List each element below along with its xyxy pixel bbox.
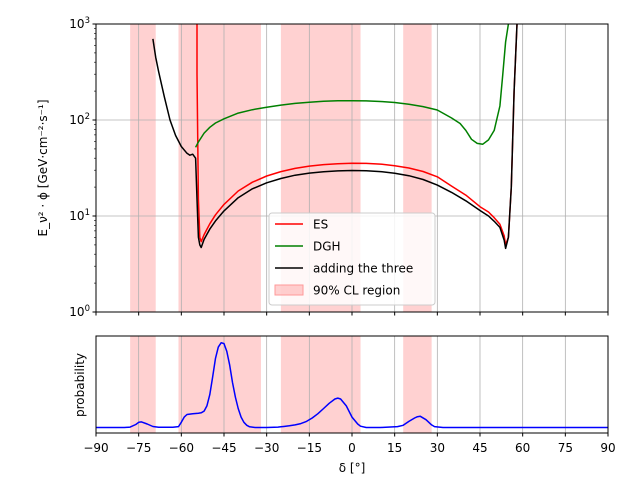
top-cl-region-0: [130, 24, 156, 312]
x-tick-label-5: −15: [297, 441, 322, 455]
x-axis-label: δ [°]: [339, 461, 366, 475]
x-tick-label-1: −75: [126, 441, 151, 455]
x-tick-label-2: −60: [169, 441, 194, 455]
bottom-cl-regions: [130, 336, 432, 433]
top-cl-region-1: [178, 24, 261, 312]
bottom-gridlines: [96, 336, 608, 433]
legend-patch-cl-region: [274, 284, 304, 296]
legend-frame: [268, 212, 436, 306]
top-cl-regions: [130, 24, 432, 312]
x-tick-label-0: −90: [83, 441, 108, 455]
x-tick-label-9: 45: [472, 441, 487, 455]
x-tick-label-3: −45: [211, 441, 236, 455]
y-tick-label-1: 101: [69, 208, 90, 223]
legend-entry-cl-region: 90% CL region: [274, 284, 400, 298]
y-tick-label-3: 103: [69, 16, 90, 31]
legend-label-dgh: DGH: [313, 240, 341, 254]
bottom-cl-region-2: [280, 336, 361, 433]
legend-label-es: ES: [313, 218, 328, 232]
series-es-line: [196, 24, 518, 246]
legend-label-sum: adding the three: [313, 262, 413, 276]
bottom-panel: −90 −75 −60 −45 −30 −15 0 15 30 45 60 75 90 probabil…: [73, 335, 616, 475]
legend: ES DGH adding the three 90% CL region: [268, 212, 436, 306]
x-tick-label-8: 30: [430, 441, 445, 455]
legend-entry-es: ES: [275, 218, 328, 232]
top-panel: 100 101 102 103 E_ν² · ϕ [GeV·cm⁻²·s⁻¹] ES …: [36, 16, 609, 319]
legend-label-cl-region: 90% CL region: [313, 284, 400, 298]
y-tick-label-0: 100: [69, 304, 90, 319]
x-ticks: −90 −75 −60 −45 −30 −15 0 15 30 45 60 75 90: [83, 433, 616, 455]
y-tick-label-2: 102: [69, 112, 90, 127]
bottom-series: [96, 341, 608, 429]
x-tick-label-12: 90: [600, 441, 615, 455]
top-gridlines: [96, 24, 608, 312]
x-tick-label-6: 0: [348, 441, 356, 455]
bottom-cl-region-1: [178, 336, 261, 433]
bottom-cl-region-0: [130, 336, 156, 433]
series-sum-line: [152, 24, 518, 250]
series-dgh-line: [194, 24, 510, 148]
x-tick-label-4: −30: [254, 441, 279, 455]
bottom-y-axis-label: probability: [73, 353, 87, 417]
bottom-cl-region-3: [403, 336, 432, 433]
series-probability-line: [96, 341, 608, 429]
x-tick-label-7: 15: [387, 441, 402, 455]
x-tick-label-11: 75: [558, 441, 573, 455]
x-tick-label-10: 60: [515, 441, 530, 455]
legend-entry-dgh: DGH: [275, 240, 341, 254]
legend-entry-sum: adding the three: [275, 262, 413, 276]
top-series: [152, 24, 518, 250]
top-y-axis-label: E_ν² · ϕ [GeV·cm⁻²·s⁻¹]: [36, 100, 50, 237]
